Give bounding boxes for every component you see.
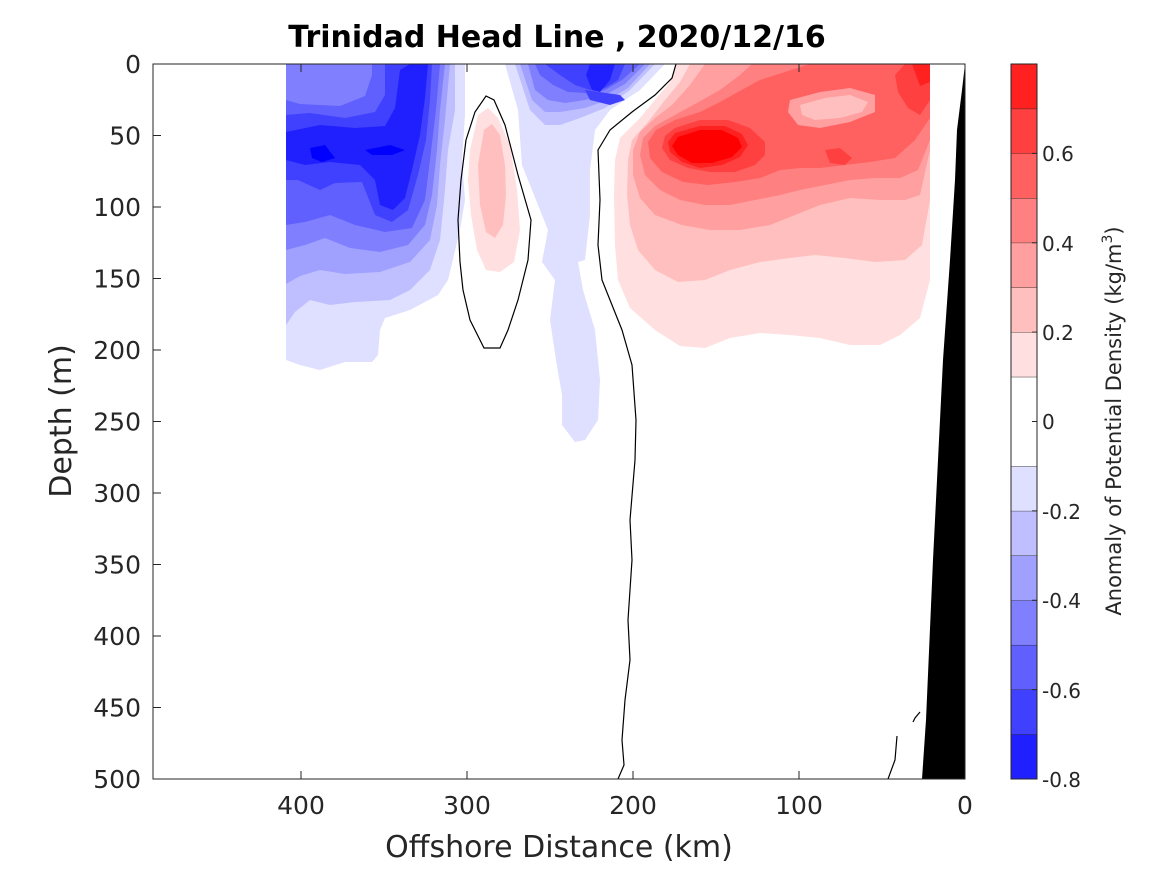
y-tick-label: 500 xyxy=(93,765,141,794)
x-axis: 400 300 200 100 0 xyxy=(277,64,973,820)
colorbar-tick-label: -0.2 xyxy=(1042,500,1081,524)
x-tick-label: 100 xyxy=(775,791,823,820)
y-axis: 0 50 100 150 200 250 300 350 400 450 500 xyxy=(93,50,161,794)
contour-band-neg-0.8-b xyxy=(365,145,405,155)
colorbar-label-superscript: 3 xyxy=(1100,235,1116,244)
colorbar-band xyxy=(1011,332,1037,377)
y-tick-label: 50 xyxy=(109,122,141,151)
y-tick-label: 100 xyxy=(93,193,141,222)
y-tick-label: 400 xyxy=(93,622,141,651)
colorbar-label: Anomaly of Potential Density (kg/m3) xyxy=(1100,226,1126,615)
y-tick-label: 250 xyxy=(93,408,141,437)
contour-band-pos-0.8 xyxy=(672,130,742,163)
colorbar-band xyxy=(1011,510,1037,556)
colorbar-ticks xyxy=(1032,152,1037,780)
anomaly-contour-field xyxy=(286,64,965,779)
contour-band-pos-0.6-c xyxy=(825,148,852,165)
colorbar-band xyxy=(1011,644,1037,690)
zero-contour-line-shelf-b xyxy=(912,711,921,723)
colorbar-band xyxy=(1011,600,1037,645)
colorbar-band xyxy=(1011,466,1037,511)
colorbar-band xyxy=(1011,64,1037,109)
colorbar-band xyxy=(1011,734,1037,779)
contour-band-pos-0.2-eddy xyxy=(478,124,506,238)
x-tick-label: 200 xyxy=(609,791,657,820)
colorbar-tick-label: -0.8 xyxy=(1042,768,1081,792)
contour-band-pos-0.7-b xyxy=(912,64,930,86)
colorbar-label-suffix: ) xyxy=(1102,226,1126,234)
x-tick-label: 0 xyxy=(957,791,973,820)
colorbar-bands xyxy=(1011,63,1037,779)
y-tick-label: 150 xyxy=(93,265,141,294)
colorbar-tick-label: 0.4 xyxy=(1042,232,1074,256)
colorbar-tick-label: 0 xyxy=(1042,410,1055,434)
colorbar-tick-label: 0.2 xyxy=(1042,321,1074,345)
zero-contour-line-main xyxy=(597,64,677,779)
colorbar-band xyxy=(1011,287,1037,333)
y-tick-label: 200 xyxy=(93,336,141,365)
colorbar-band xyxy=(1011,108,1037,154)
zero-contour-line-eddy xyxy=(457,95,532,349)
x-axis-label: Offshore Distance (km) xyxy=(385,830,733,865)
y-tick-label: 450 xyxy=(93,694,141,723)
bathymetry-fill xyxy=(922,64,965,779)
y-tick-label: 300 xyxy=(93,479,141,508)
colorbar-tick-label: -0.6 xyxy=(1042,679,1081,703)
colorbar-band xyxy=(1011,242,1037,288)
x-tick-label: 400 xyxy=(277,791,325,820)
contour-band-neg-0.6-c xyxy=(585,90,625,105)
colorbar-band xyxy=(1011,689,1037,735)
y-tick-label: 0 xyxy=(125,50,141,79)
contour-band-neg-0.1-b xyxy=(505,64,665,442)
contour-band-pos-0.3-pocket xyxy=(800,95,868,120)
colorbar-label-main: Anomaly of Potential Density (kg/m xyxy=(1102,244,1126,616)
colorbar-band xyxy=(1011,198,1037,243)
chart-title: Trinidad Head Line , 2020/12/16 xyxy=(288,20,825,55)
colorbar-tick-label: -0.4 xyxy=(1042,589,1081,613)
colorbar-band xyxy=(1011,555,1037,601)
contour-band-neg-0.7 xyxy=(286,64,428,210)
colorbar-tick-label: 0.6 xyxy=(1042,142,1074,166)
contour-band-neg-0.7-b xyxy=(586,64,615,92)
y-tick-label: 350 xyxy=(93,551,141,580)
zero-contour-line-shelf xyxy=(887,735,898,779)
contour-band-neg-0.8 xyxy=(310,145,335,162)
x-tick-label: 300 xyxy=(443,791,491,820)
colorbar-band xyxy=(1011,153,1037,199)
colorbar: 0.6 0.4 0.2 0 -0.2 -0.4 -0.6 -0.8 Anomal… xyxy=(1010,63,1126,792)
y-axis-label: Depth (m) xyxy=(44,344,79,498)
